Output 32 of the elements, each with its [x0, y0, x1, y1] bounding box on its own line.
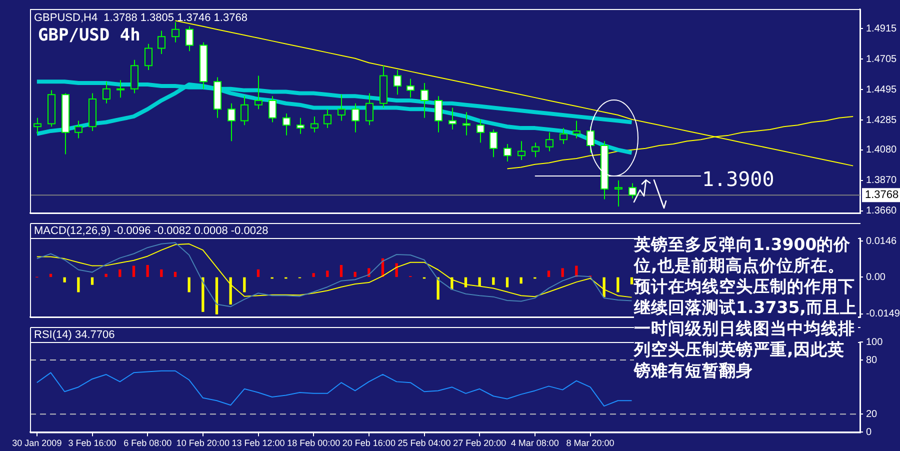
- y-tick-label: 0: [866, 426, 872, 438]
- y-tick-label: 1.3660: [866, 206, 898, 217]
- x-tick-label: 18 Feb 00:00: [287, 438, 340, 448]
- y-tick-label: 1.4915: [866, 23, 898, 34]
- ref-line-label: 1.3768: [865, 189, 899, 202]
- x-tick-label: 30 Jan 2009: [12, 438, 62, 448]
- y-tick-label: 80: [866, 354, 878, 366]
- y-tick-label: 1.4705: [866, 54, 898, 65]
- y-tick-label: 1.4495: [866, 84, 898, 96]
- x-tick-label: 27 Feb 20:00: [453, 438, 506, 448]
- y-tick-label: 1.4285: [866, 114, 898, 126]
- x-tick-label: 20 Feb 16:00: [342, 438, 396, 448]
- x-tick-label: 8 Mar 20:00: [566, 438, 614, 448]
- y-tick-label: 1.3870: [866, 175, 898, 186]
- y-tick-label: -0.0149: [866, 308, 900, 320]
- text: GBP/USD 4h: [38, 25, 140, 46]
- x-tick-label: 25 Feb 04:00: [398, 438, 451, 448]
- chart-title: RSI(14) 34.7706: [34, 329, 115, 342]
- x-tick-label: 6 Feb 08:00: [124, 438, 172, 448]
- chart-title: MACD(12,26,9) -0.0096 -0.0082 0.0008 -0.0028: [34, 225, 268, 238]
- y-tick-label: 20: [866, 408, 878, 420]
- x-tick-label: 10 Feb 20:00: [176, 438, 230, 448]
- y-tick-label: 100: [866, 336, 884, 348]
- x-tick-label: 13 Feb 12:00: [232, 438, 285, 448]
- y-tick-label: 1.4080: [866, 144, 898, 156]
- x-tick-label: 4 Mar 08:00: [510, 438, 559, 448]
- annotation: 英镑至多反弹向1.3900的价位,也是前期高点价位所在。预计在均线空头压制的作用下继续回落测试1.3735,而且上一时间级别日线图当中均线排列空头压制英镑严重,因此英镑难有短暂翻身: [634, 234, 858, 381]
- x-tick-label: 3 Feb 16:00: [68, 438, 116, 448]
- chart-subtitle: GBPUSD,H4 1.3788 1.3805 1.3746 1.3768: [34, 12, 248, 24]
- y-tick-label: 0.00: [866, 272, 886, 283]
- y-tick-label: 0.0146: [866, 236, 898, 247]
- annotation: 1.3900: [702, 167, 776, 191]
